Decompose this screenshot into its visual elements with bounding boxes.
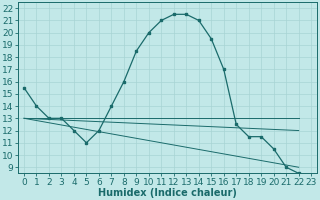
X-axis label: Humidex (Indice chaleur): Humidex (Indice chaleur)	[98, 188, 237, 198]
